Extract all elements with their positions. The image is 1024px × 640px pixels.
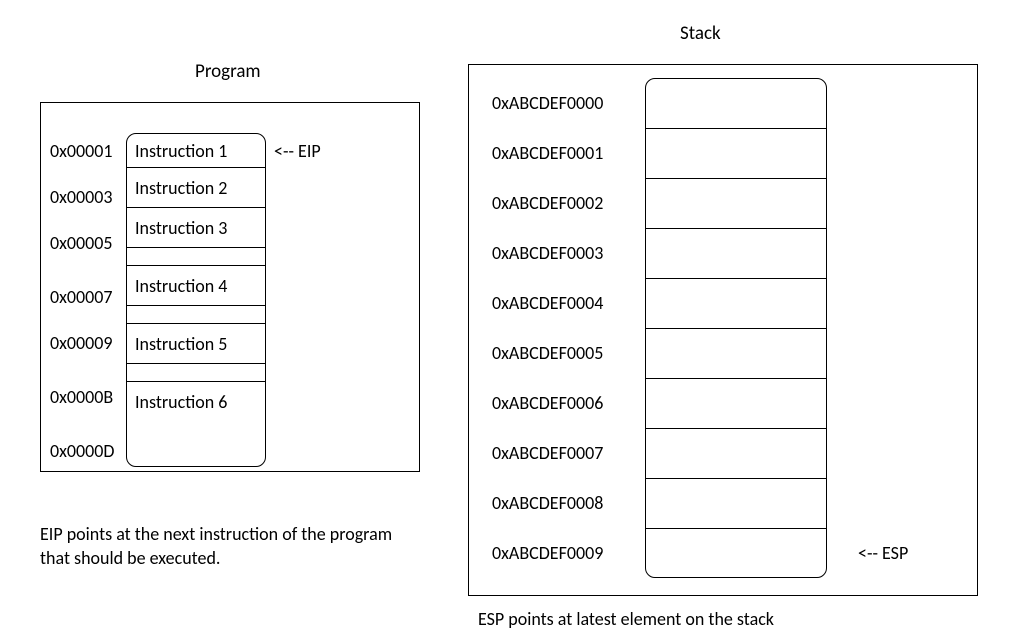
instruction-cell: Instruction 5 <box>127 324 265 364</box>
stack-address: 0xABCDEF0002 <box>492 192 603 214</box>
stack-cell <box>646 129 826 179</box>
program-address: 0x0000B <box>50 386 113 408</box>
program-caption: EIP points at the next instruction of th… <box>40 522 420 571</box>
stack-address: 0xABCDEF0008 <box>492 492 603 514</box>
program-address: 0x0000D <box>50 440 115 462</box>
instruction-cell: Instruction 1 <box>127 134 265 168</box>
instruction-cell: Instruction 6 <box>127 382 265 422</box>
stack-address: 0xABCDEF0007 <box>492 442 603 464</box>
stack-cell <box>646 429 826 479</box>
stack-cell <box>646 479 826 529</box>
program-address: 0x00003 <box>50 186 113 208</box>
instruction-cell <box>127 364 265 382</box>
instruction-cell: Instruction 3 <box>127 208 265 248</box>
instruction-cell <box>127 306 265 324</box>
stack-address: 0xABCDEF0004 <box>492 292 603 314</box>
stack-address: 0xABCDEF0003 <box>492 242 603 264</box>
program-address: 0x00001 <box>50 140 113 162</box>
program-title: Program <box>195 60 261 83</box>
program-address: 0x00005 <box>50 232 113 254</box>
program-address: 0x00007 <box>50 286 113 308</box>
stack-cell <box>646 229 826 279</box>
stack-cell <box>646 529 826 578</box>
stack-title: Stack <box>680 22 721 45</box>
esp-pointer-label: <-- ESP <box>858 542 908 564</box>
stack-address: 0xABCDEF0005 <box>492 342 603 364</box>
stack-caption: ESP points at latest element on the stac… <box>478 607 774 631</box>
stack-cell <box>646 379 826 429</box>
stack-cell <box>646 329 826 379</box>
program-instruction-column: Instruction 1Instruction 2Instruction 3 I… <box>126 133 266 467</box>
stack-cell <box>646 179 826 229</box>
stack-address: 0xABCDEF0001 <box>492 142 603 164</box>
stack-cells-column <box>645 78 827 578</box>
instruction-cell: Instruction 2 <box>127 168 265 208</box>
program-address: 0x00009 <box>50 332 113 354</box>
stack-address: 0xABCDEF0000 <box>492 92 603 114</box>
stack-address: 0xABCDEF0006 <box>492 392 603 414</box>
stack-cell <box>646 279 826 329</box>
instruction-cell: Instruction 4 <box>127 266 265 306</box>
stack-address: 0xABCDEF0009 <box>492 542 603 564</box>
eip-pointer-label: <-- EIP <box>274 140 321 162</box>
instruction-cell <box>127 248 265 266</box>
stack-cell <box>646 79 826 129</box>
